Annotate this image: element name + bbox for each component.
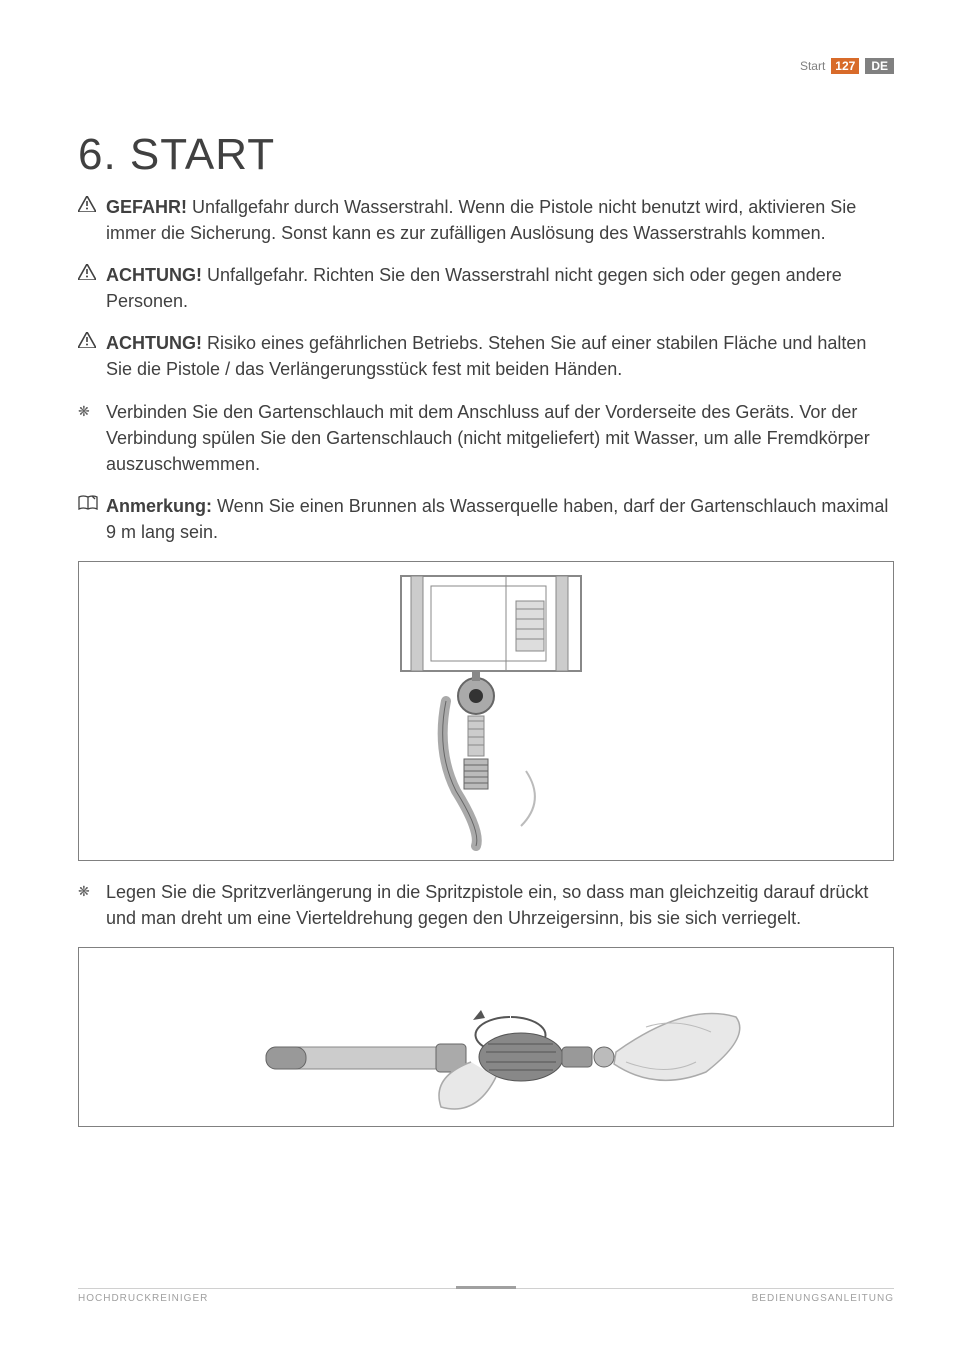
- note-text: Anmerkung: Wenn Sie einen Brunnen als Wa…: [106, 493, 894, 545]
- gear-bullet-icon: ❋: [78, 879, 106, 901]
- header-section: Start: [800, 59, 825, 73]
- header-page-number: 127: [831, 58, 859, 74]
- warning-text: ACHTUNG! Risiko eines gefährlichen Betri…: [106, 330, 894, 382]
- warning-text: GEFAHR! Unfallgefahr durch Wasserstrahl.…: [106, 194, 894, 246]
- page-header: Start 127 DE: [800, 58, 894, 74]
- step-insert-extension: ❋ Legen Sie die Spritzverlängerung in di…: [78, 879, 894, 931]
- warning-achtung-1: ACHTUNG! Unfallgefahr. Richten Sie den W…: [78, 262, 894, 314]
- warning-triangle-icon: [78, 262, 106, 280]
- section-title: 6. START: [78, 130, 894, 180]
- footer-left: HOCHDRUCKREINIGER: [78, 1293, 208, 1304]
- hose-connection-illustration: [346, 571, 626, 851]
- page-footer: HOCHDRUCKREINIGER BEDIENUNGSANLEITUNG: [78, 1288, 894, 1304]
- warning-text: ACHTUNG! Unfallgefahr. Richten Sie den W…: [106, 262, 894, 314]
- step-connect-hose: ❋ Verbinden Sie den Gartenschlauch mit d…: [78, 399, 894, 477]
- step-text: Legen Sie die Spritzverlängerung in die …: [106, 879, 894, 931]
- warning-gefahr: GEFAHR! Unfallgefahr durch Wasserstrahl.…: [78, 194, 894, 246]
- step-text: Verbinden Sie den Gartenschlauch mit dem…: [106, 399, 894, 477]
- gear-bullet-icon: ❋: [78, 399, 106, 421]
- footer-right: BEDIENUNGSANLEITUNG: [752, 1293, 894, 1304]
- figure-spray-extension: [78, 947, 894, 1127]
- figure-hose-connection: [78, 561, 894, 861]
- page-content: 6. START GEFAHR! Unfallgefahr durch Wass…: [78, 130, 894, 1145]
- footer-divider: [456, 1286, 516, 1289]
- spray-extension-illustration: [206, 962, 766, 1112]
- header-language-badge: DE: [865, 58, 894, 74]
- note-anmerkung: Anmerkung: Wenn Sie einen Brunnen als Wa…: [78, 493, 894, 545]
- warning-triangle-icon: [78, 330, 106, 348]
- book-note-icon: [78, 493, 106, 511]
- warning-achtung-2: ACHTUNG! Risiko eines gefährlichen Betri…: [78, 330, 894, 382]
- warning-triangle-icon: [78, 194, 106, 212]
